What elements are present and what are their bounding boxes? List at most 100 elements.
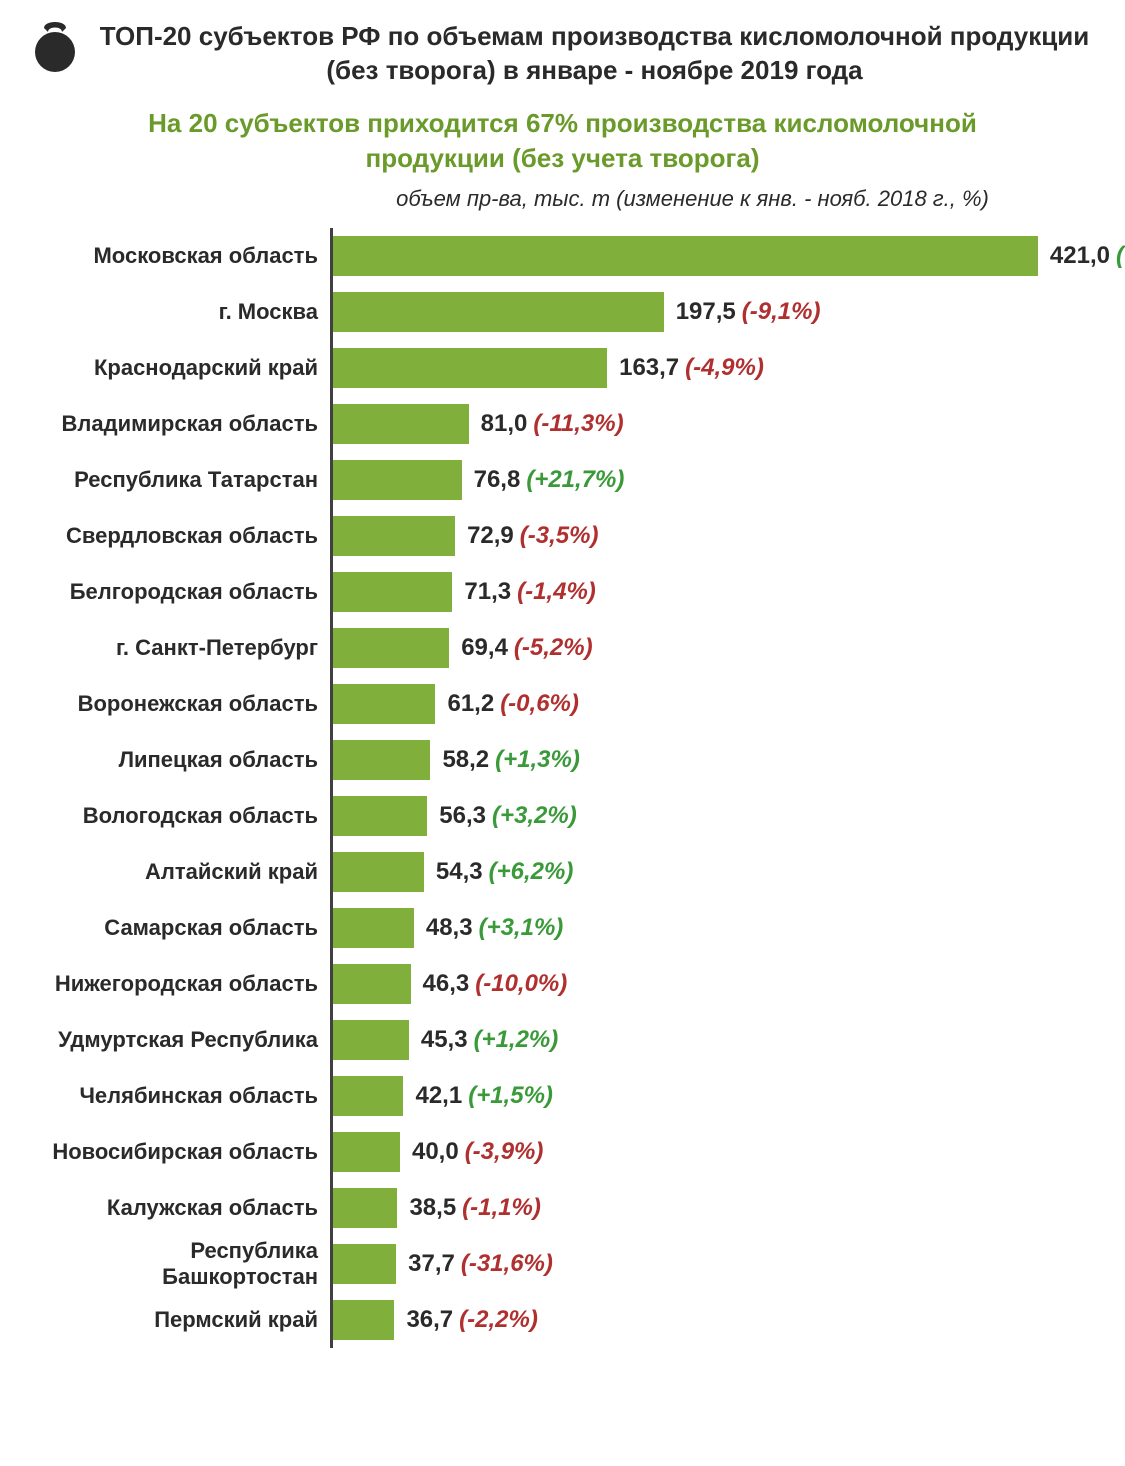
bar-row: Новосибирская область40,0(-3,9%) [30,1124,1055,1180]
bar-track: 37,7(-31,6%) [330,1236,1055,1292]
delta-label: (-1,4%) [517,578,596,606]
value-label: 163,7 [619,354,679,382]
bar-track: 58,2(+1,3%) [330,732,1055,788]
region-label: Московская область [30,243,330,269]
bar-track: 421,0 (+15,6%) [330,228,1125,284]
bar-track: 71,3(-1,4%) [330,564,1055,620]
value-label: 36,7 [406,1306,453,1334]
region-label: Удмуртская Республика [30,1027,330,1053]
page: ТОП-20 субъектов РФ по объемам производс… [0,0,1125,1388]
delta-label: (-10,0%) [475,970,567,998]
bar-row: Республика Башкортостан37,7(-31,6%) [30,1236,1055,1292]
bar [333,628,449,668]
delta-label: (-11,3%) [533,410,623,438]
value-label: 48,3 [426,914,473,942]
bar [333,908,414,948]
region-label: Нижегородская область [30,971,330,997]
bar-track: 69,4(-5,2%) [330,620,1055,676]
bar [333,684,435,724]
region-label: г. Москва [30,299,330,325]
bar [333,852,424,892]
region-label: Республика Татарстан [30,467,330,493]
bar-track: 54,3(+6,2%) [330,844,1055,900]
region-label: Белгородская область [30,579,330,605]
bar-track: 61,2(-0,6%) [330,676,1055,732]
bar-track: 163,7(-4,9%) [330,340,1055,396]
bar-chart: Московская область421,0(+15,6%) г. Москва… [30,228,1055,1348]
bar-track: 46,3(-10,0%) [330,956,1055,1012]
chart-subtitle: На 20 субъектов приходится 67% производс… [90,106,1035,176]
delta-label: (-3,5%) [520,522,599,550]
delta-label: (-5,2%) [514,634,593,662]
value-label: 76,8 [474,466,521,494]
bar-track: 81,0(-11,3%) [330,396,1055,452]
region-label: Самарская область [30,915,330,941]
bar-row: Липецкая область58,2(+1,3%) [30,732,1055,788]
bar-row: Республика Татарстан76,8(+21,7%) [30,452,1055,508]
bar-row: Воронежская область61,2(-0,6%) [30,676,1055,732]
delta-label: (-9,1%) [742,298,821,326]
region-label: Краснодарский край [30,355,330,381]
value-label: 37,7 [408,1250,455,1278]
region-label: Алтайский край [30,859,330,885]
bar [333,1300,394,1340]
bar [333,292,664,332]
bar-row: Владимирская область81,0(-11,3%) [30,396,1055,452]
bar-track: 42,1(+1,5%) [330,1068,1055,1124]
value-label: 38,5 [409,1194,456,1222]
region-label: Республика Башкортостан [30,1238,330,1290]
bar [333,404,469,444]
chart-title: ТОП-20 субъектов РФ по объемам производс… [94,20,1095,88]
value-label: 81,0 [481,410,528,438]
delta-label: (+6,2%) [489,858,574,886]
bar-row: Нижегородская область46,3(-10,0%) [30,956,1055,1012]
bar-row: Пермский край36,7(-2,2%) [30,1292,1055,1348]
bar-row: Краснодарский край163,7(-4,9%) [30,340,1055,396]
bar-row: Белгородская область71,3(-1,4%) [30,564,1055,620]
value-label: 421,0 [1050,242,1110,270]
title-row: ТОП-20 субъектов РФ по объемам производс… [30,20,1095,88]
bar [333,236,1038,276]
bar [333,796,427,836]
region-label: Свердловская область [30,523,330,549]
bar [333,572,452,612]
delta-label: (-0,6%) [500,690,579,718]
delta-label: (-2,2%) [459,1306,538,1334]
bar-row: Свердловская область72,9(-3,5%) [30,508,1055,564]
bar-row: Удмуртская Республика45,3(+1,2%) [30,1012,1055,1068]
bar [333,348,607,388]
delta-label: (-4,9%) [685,354,764,382]
region-label: Калужская область [30,1195,330,1221]
bar [333,1188,397,1228]
value-label: 42,1 [415,1082,462,1110]
bar [333,516,455,556]
kettlebell-icon [30,14,80,79]
bar-row: г. Москва197,5(-9,1%) [30,284,1055,340]
bar-row: Алтайский край54,3(+6,2%) [30,844,1055,900]
bar-track: 197,5(-9,1%) [330,284,1055,340]
bar [333,1020,409,1060]
bar-row: г. Санкт-Петербург69,4(-5,2%) [30,620,1055,676]
bar-track: 76,8(+21,7%) [330,452,1055,508]
bar [333,1132,400,1172]
delta-label: (+15,6%) [1116,242,1125,270]
bar-row: Московская область421,0(+15,6%) [30,228,1055,284]
bar-row: Вологодская область56,3(+3,2%) [30,788,1055,844]
delta-label: (+21,7%) [526,466,624,494]
delta-label: (-31,6%) [461,1250,553,1278]
bar-track: 72,9(-3,5%) [330,508,1055,564]
bar-track: 38,5(-1,1%) [330,1180,1055,1236]
region-label: г. Санкт-Петербург [30,635,330,661]
bar-track: 36,7(-2,2%) [330,1292,1055,1348]
bar-row: Челябинская область42,1(+1,5%) [30,1068,1055,1124]
region-label: Вологодская область [30,803,330,829]
value-label: 197,5 [676,298,736,326]
bar [333,1244,396,1284]
value-label: 69,4 [461,634,508,662]
value-label: 40,0 [412,1138,459,1166]
value-label: 56,3 [439,802,486,830]
bar-track: 45,3(+1,2%) [330,1012,1055,1068]
bar-row: Калужская область38,5(-1,1%) [30,1180,1055,1236]
region-label: Новосибирская область [30,1139,330,1165]
bar-track: 40,0(-3,9%) [330,1124,1055,1180]
